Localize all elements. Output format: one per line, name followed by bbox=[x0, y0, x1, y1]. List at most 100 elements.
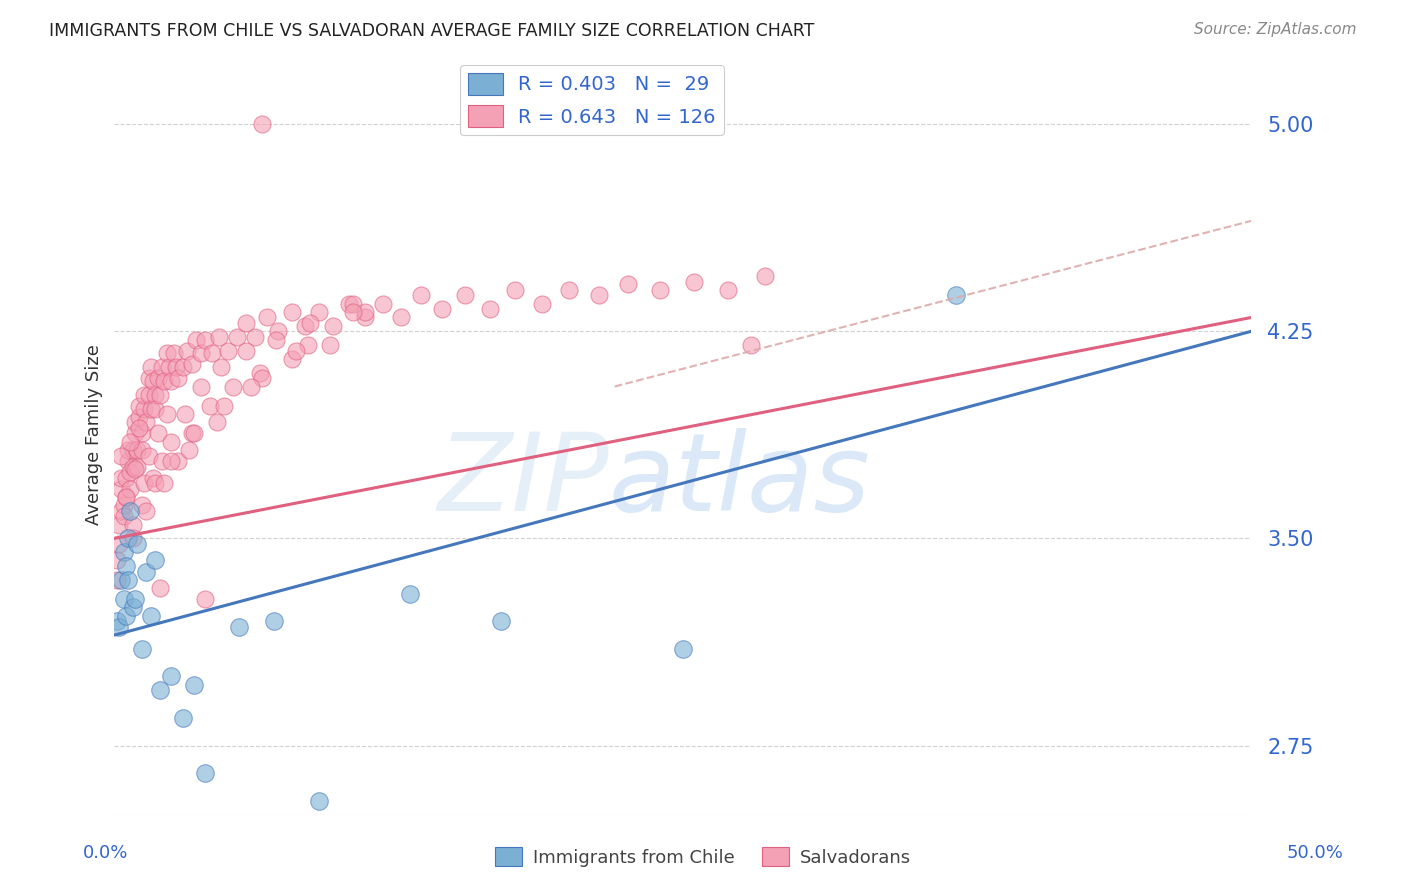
Point bbox=[209, 360, 232, 375]
Point bbox=[226, 330, 249, 344]
Point bbox=[138, 449, 160, 463]
Point bbox=[105, 573, 128, 587]
Point bbox=[139, 608, 162, 623]
Point bbox=[114, 490, 136, 504]
Point bbox=[139, 360, 162, 375]
Point bbox=[165, 360, 187, 375]
Point bbox=[267, 324, 290, 338]
Point bbox=[160, 454, 183, 468]
Point bbox=[353, 305, 375, 319]
Point bbox=[342, 305, 364, 319]
Point bbox=[121, 517, 143, 532]
Text: ZIP: ZIP bbox=[437, 428, 609, 533]
Point bbox=[162, 346, 184, 360]
Point bbox=[124, 592, 146, 607]
Point bbox=[143, 553, 166, 567]
Point bbox=[308, 794, 330, 808]
Point bbox=[127, 443, 149, 458]
Point bbox=[530, 296, 553, 310]
Point bbox=[235, 316, 257, 330]
Point bbox=[112, 592, 135, 607]
Point bbox=[124, 426, 146, 441]
Point bbox=[683, 275, 706, 289]
Point bbox=[110, 482, 132, 496]
Point bbox=[503, 283, 526, 297]
Point bbox=[250, 117, 273, 131]
Point bbox=[160, 374, 183, 388]
Point bbox=[121, 600, 143, 615]
Point bbox=[617, 277, 640, 292]
Point bbox=[135, 565, 157, 579]
Point bbox=[112, 545, 135, 559]
Point bbox=[114, 470, 136, 484]
Point bbox=[249, 366, 271, 380]
Point bbox=[183, 426, 205, 441]
Text: 0.0%: 0.0% bbox=[83, 844, 128, 862]
Point bbox=[120, 482, 142, 496]
Point bbox=[174, 407, 197, 421]
Point bbox=[105, 614, 128, 628]
Point bbox=[245, 330, 267, 344]
Point bbox=[120, 504, 142, 518]
Point bbox=[120, 465, 142, 479]
Point bbox=[156, 346, 179, 360]
Point bbox=[411, 288, 433, 302]
Point bbox=[150, 360, 173, 375]
Point bbox=[208, 330, 231, 344]
Point bbox=[149, 581, 172, 595]
Point bbox=[672, 641, 695, 656]
Legend: R = 0.403   N =  29, R = 0.643   N = 126: R = 0.403 N = 29, R = 0.643 N = 126 bbox=[460, 65, 724, 135]
Point bbox=[180, 426, 202, 441]
Point bbox=[124, 416, 146, 430]
Point bbox=[143, 401, 166, 416]
Point bbox=[221, 379, 243, 393]
Point bbox=[190, 379, 212, 393]
Point bbox=[239, 379, 262, 393]
Point bbox=[389, 310, 412, 325]
Point bbox=[342, 296, 364, 310]
Point bbox=[176, 343, 198, 358]
Point bbox=[180, 358, 202, 372]
Point bbox=[142, 374, 165, 388]
Point bbox=[754, 268, 776, 283]
Point bbox=[194, 333, 217, 347]
Point bbox=[121, 532, 143, 546]
Point bbox=[160, 434, 183, 449]
Point bbox=[117, 532, 139, 546]
Legend: Immigrants from Chile, Salvadorans: Immigrants from Chile, Salvadorans bbox=[488, 840, 918, 874]
Point bbox=[298, 316, 321, 330]
Point bbox=[264, 333, 287, 347]
Point bbox=[150, 454, 173, 468]
Point bbox=[117, 443, 139, 458]
Point bbox=[183, 678, 205, 692]
Point bbox=[135, 416, 157, 430]
Point bbox=[124, 462, 146, 476]
Point bbox=[167, 371, 190, 385]
Point bbox=[108, 620, 131, 634]
Point bbox=[110, 573, 132, 587]
Point bbox=[399, 587, 422, 601]
Point bbox=[132, 388, 155, 402]
Point bbox=[143, 476, 166, 491]
Point bbox=[112, 498, 135, 512]
Point bbox=[217, 343, 239, 358]
Point bbox=[127, 537, 149, 551]
Point bbox=[117, 454, 139, 468]
Point bbox=[121, 459, 143, 474]
Point bbox=[110, 449, 132, 463]
Point bbox=[297, 338, 319, 352]
Point bbox=[285, 343, 308, 358]
Point bbox=[128, 399, 150, 413]
Point bbox=[156, 407, 179, 421]
Point bbox=[160, 669, 183, 683]
Point bbox=[194, 766, 217, 780]
Point bbox=[201, 346, 224, 360]
Text: IMMIGRANTS FROM CHILE VS SALVADORAN AVERAGE FAMILY SIZE CORRELATION CHART: IMMIGRANTS FROM CHILE VS SALVADORAN AVER… bbox=[49, 22, 814, 40]
Point bbox=[650, 283, 672, 297]
Point bbox=[112, 509, 135, 524]
Point bbox=[135, 504, 157, 518]
Point bbox=[353, 310, 375, 325]
Point bbox=[110, 470, 132, 484]
Point bbox=[281, 351, 304, 366]
Point bbox=[190, 346, 212, 360]
